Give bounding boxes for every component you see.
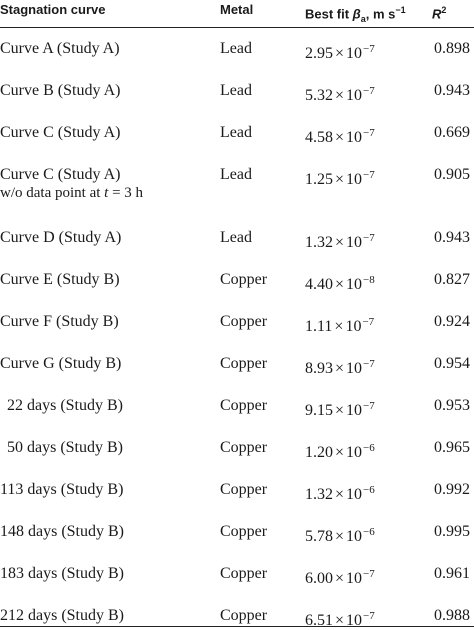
r-squared-cell: 0.992 bbox=[434, 481, 470, 498]
curve-cell: Curve E (Study B) bbox=[0, 271, 120, 289]
curve-cell: Curve D (Study A) bbox=[0, 229, 121, 247]
r-squared-cell: 0.943 bbox=[434, 229, 470, 246]
curve-cell: 50 days (Study B) bbox=[7, 439, 123, 457]
r-squared-cell: 0.961 bbox=[434, 565, 470, 582]
curve-label: Curve E (Study B) bbox=[0, 271, 120, 288]
curve-label: 212 days (Study B) bbox=[0, 607, 124, 624]
metal-cell: Copper bbox=[220, 565, 268, 582]
metal-cell: Lead bbox=[220, 40, 252, 57]
curve-cell: Curve F (Study B) bbox=[0, 313, 119, 331]
curve-label: 148 days (Study B) bbox=[0, 523, 124, 540]
best-fit-cell: 4.40 × 10−8 bbox=[305, 274, 375, 293]
curve-cell: Curve A (Study A) bbox=[0, 40, 120, 58]
curve-cell: Curve C (Study A) bbox=[0, 124, 120, 142]
header-metal: Metal bbox=[220, 2, 254, 17]
r-squared-cell: 0.995 bbox=[434, 523, 470, 540]
curve-label: 183 days (Study B) bbox=[0, 565, 124, 582]
best-fit-cell: 5.32 × 10−7 bbox=[305, 85, 375, 104]
curve-label: Curve D (Study A) bbox=[0, 229, 122, 246]
best-fit-cell: 4.58 × 10−7 bbox=[305, 127, 375, 146]
r-squared-cell: 0.669 bbox=[434, 124, 470, 141]
r-squared-cell: 0.988 bbox=[434, 607, 470, 624]
r-squared-cell: 0.965 bbox=[434, 439, 470, 456]
best-fit-cell: 5.78 × 10−6 bbox=[305, 526, 375, 545]
r-squared-cell: 0.954 bbox=[434, 355, 470, 372]
curve-label: Curve F (Study B) bbox=[0, 313, 119, 330]
best-fit-cell: 9.15 × 10−7 bbox=[305, 400, 375, 419]
curve-cell: Curve C (Study A) w/o data point at t = 3… bbox=[0, 166, 143, 202]
best-fit-cell: 6.51 × 10−7 bbox=[305, 610, 375, 629]
curve-cell: Curve B (Study A) bbox=[0, 82, 120, 100]
curve-label: Curve A (Study A) bbox=[0, 40, 120, 57]
bottom-rule bbox=[0, 626, 474, 627]
header-rule bbox=[0, 27, 474, 28]
curve-cell: 148 days (Study B) bbox=[0, 523, 124, 541]
r-squared-cell: 0.924 bbox=[434, 313, 470, 330]
metal-cell: Copper bbox=[220, 313, 268, 330]
metal-cell: Copper bbox=[220, 397, 268, 414]
curve-label: 22 days (Study B) bbox=[7, 397, 123, 414]
metal-cell: Lead bbox=[220, 166, 252, 183]
curve-label: Curve C (Study A) bbox=[0, 124, 121, 141]
curve-cell: 113 days (Study B) bbox=[0, 481, 123, 499]
curve-note: w/o data point at t = 3 h bbox=[0, 185, 144, 201]
curve-label: Curve G (Study B) bbox=[0, 355, 122, 372]
r-squared-cell: 0.827 bbox=[434, 271, 470, 288]
metal-cell: Copper bbox=[220, 355, 268, 372]
metal-cell: Lead bbox=[220, 82, 252, 99]
best-fit-cell: 2.95 × 10−7 bbox=[305, 43, 375, 62]
metal-cell: Lead bbox=[220, 124, 252, 141]
best-fit-cell: 6.00 × 10−7 bbox=[305, 568, 375, 587]
r-squared-cell: 0.943 bbox=[434, 82, 470, 99]
metal-cell: Lead bbox=[220, 229, 252, 246]
best-fit-cell: 1.25 × 10−7 bbox=[305, 169, 375, 188]
curve-label: Curve B (Study A) bbox=[0, 82, 121, 99]
metal-cell: Copper bbox=[220, 523, 268, 540]
header-stagnation-curve: Stagnation curve bbox=[0, 2, 106, 17]
best-fit-cell: 1.32 × 10−7 bbox=[305, 232, 375, 251]
curve-label: Curve C (Study A) bbox=[0, 166, 121, 183]
curve-cell: Curve G (Study B) bbox=[0, 355, 121, 373]
metal-cell: Copper bbox=[220, 439, 268, 456]
header-best-fit: Best fit βa, m s−1 bbox=[305, 5, 406, 24]
header-r-squared: R2 bbox=[432, 5, 447, 22]
best-fit-cell: 8.93 × 10−7 bbox=[305, 358, 375, 377]
curve-cell: 212 days (Study B) bbox=[0, 607, 124, 625]
curve-label: 113 days (Study B) bbox=[0, 481, 124, 498]
curve-cell: 183 days (Study B) bbox=[0, 565, 124, 583]
best-fit-cell: 1.20 × 10−6 bbox=[305, 442, 375, 461]
r-squared-cell: 0.905 bbox=[434, 166, 470, 183]
metal-cell: Copper bbox=[220, 607, 268, 624]
r-squared-cell: 0.898 bbox=[434, 40, 470, 57]
r-squared-cell: 0.953 bbox=[434, 397, 470, 414]
curve-label: 50 days (Study B) bbox=[7, 439, 123, 456]
best-fit-cell: 1.32 × 10−6 bbox=[305, 484, 375, 503]
curve-cell: 22 days (Study B) bbox=[7, 397, 123, 415]
metal-cell: Copper bbox=[220, 481, 268, 498]
metal-cell: Copper bbox=[220, 271, 268, 288]
best-fit-cell: 1.11 × 10−7 bbox=[305, 316, 375, 335]
